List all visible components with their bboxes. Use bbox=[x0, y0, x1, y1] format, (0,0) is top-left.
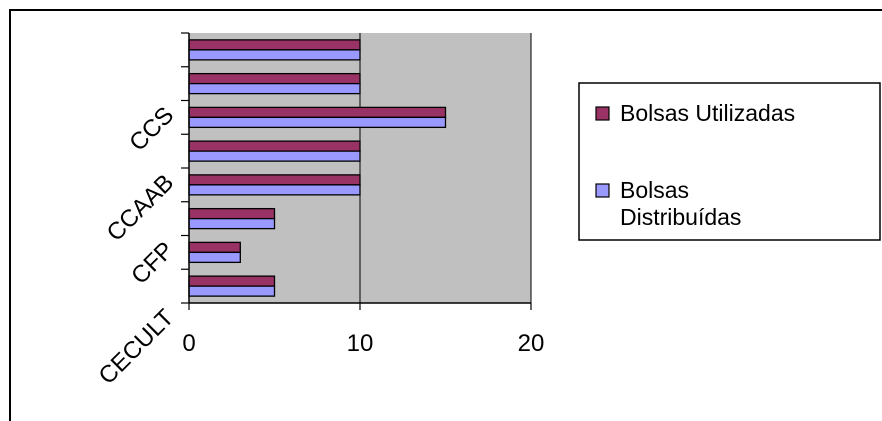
legend-swatch-distribuidas bbox=[595, 183, 610, 198]
legend-label-distribuidas-line2: Distribuídas bbox=[620, 204, 741, 230]
bar-distribuidas-3 bbox=[188, 184, 361, 196]
legend-label-utilizadas: Bolsas Utilizadas bbox=[620, 100, 795, 126]
bar-utilizadas-3 bbox=[188, 174, 361, 186]
bar-utilizadas-2 bbox=[188, 207, 276, 220]
x-tick-label-0: 0 bbox=[182, 330, 195, 357]
legend: Bolsas Utilizadas Bolsas Distribuídas bbox=[578, 82, 881, 241]
bar-utilizadas-5 bbox=[188, 106, 447, 119]
bar-distribuidas-7 bbox=[188, 49, 361, 61]
bar-utilizadas-1 bbox=[188, 241, 241, 254]
bar-distribuidas-5 bbox=[188, 116, 447, 129]
bar-distribuidas-1 bbox=[188, 251, 241, 264]
bar-distribuidas-6 bbox=[188, 82, 361, 95]
bar-utilizadas-0 bbox=[188, 275, 276, 287]
legend-box bbox=[578, 82, 881, 241]
x-tick-label-1: 10 bbox=[347, 330, 374, 357]
legend-label-distribuidas: Bolsas Distribuídas bbox=[620, 177, 741, 230]
bar-distribuidas-2 bbox=[188, 217, 276, 230]
legend-swatch-utilizadas bbox=[595, 106, 610, 121]
bar-utilizadas-4 bbox=[188, 140, 361, 152]
x-tick-label-2: 20 bbox=[518, 330, 545, 357]
bar-distribuidas-0 bbox=[188, 285, 276, 297]
bar-utilizadas-6 bbox=[188, 72, 361, 85]
x-tick-labels: 0 10 20 bbox=[182, 330, 544, 357]
axes bbox=[181, 32, 532, 310]
legend-label-distribuidas-line1: Bolsas bbox=[620, 177, 689, 203]
bar-distribuidas-4 bbox=[188, 150, 361, 162]
bar-utilizadas-7 bbox=[188, 39, 361, 51]
